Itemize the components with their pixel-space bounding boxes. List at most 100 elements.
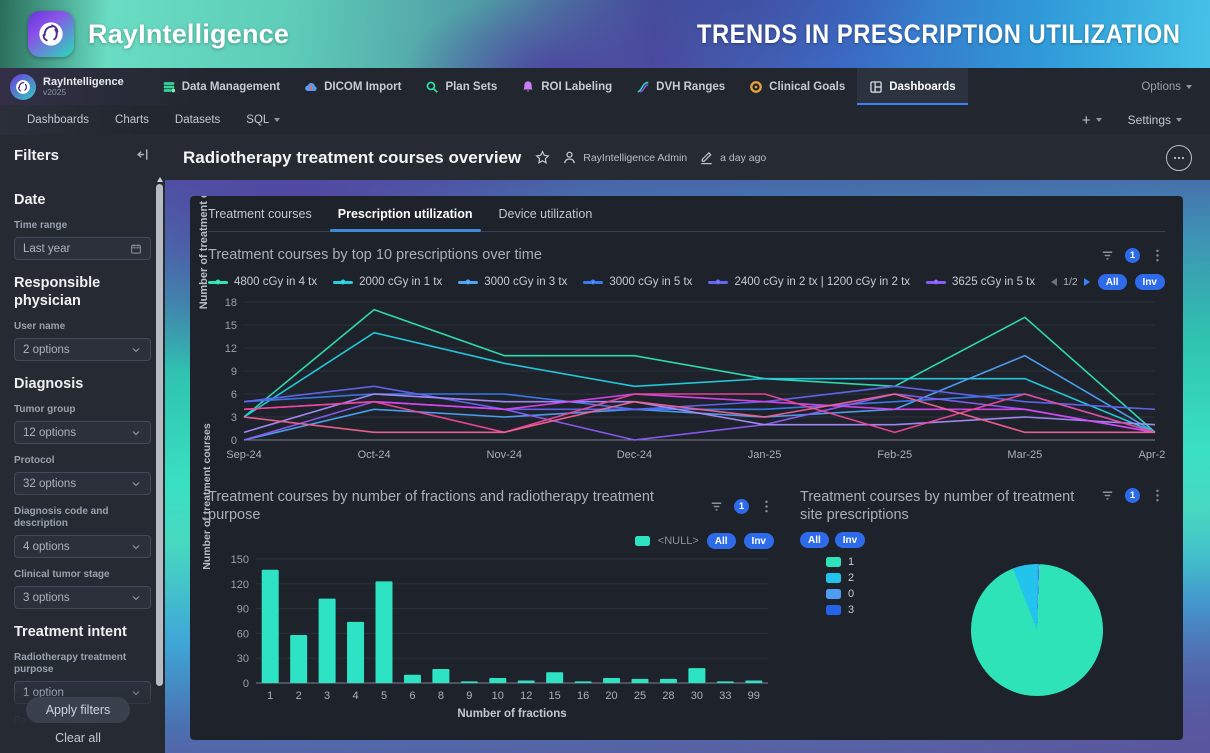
- filter-count-badge[interactable]: 1: [734, 498, 749, 514]
- filter-select-user-name[interactable]: 2 options: [14, 338, 151, 361]
- kebab-menu-icon[interactable]: [1150, 488, 1165, 503]
- legend-next-icon[interactable]: [1083, 278, 1090, 286]
- pie-legend-item[interactable]: 2: [826, 572, 865, 584]
- filter-select-clinical-tumor-stage[interactable]: 3 options: [14, 586, 151, 609]
- pie-legend-item[interactable]: 0: [826, 588, 865, 600]
- nav-item-data-management[interactable]: Data Management: [150, 68, 292, 105]
- pie-legend-chip: [826, 589, 841, 599]
- options-menu[interactable]: Options: [1123, 68, 1210, 105]
- content: Filters Date Time range Last year Responsib…: [0, 135, 1210, 753]
- filter-select-value: 4 options: [23, 540, 70, 553]
- filter-select-tumor-group[interactable]: 12 options: [14, 421, 151, 444]
- brain-logo-icon: [28, 11, 74, 57]
- owner-name: RayIntelligence Admin: [583, 151, 688, 164]
- nav-item-plan-sets[interactable]: Plan Sets: [413, 68, 509, 105]
- legend-item[interactable]: 3625 cGy in 5 tx: [926, 276, 1035, 288]
- scrollbar-up-arrow-icon[interactable]: [156, 177, 163, 182]
- page-title: Radiotherapy treatment courses overview: [183, 147, 522, 167]
- filter-icon[interactable]: [1100, 248, 1115, 263]
- apply-filters-button[interactable]: Apply filters: [25, 697, 131, 723]
- collapse-sidebar-icon[interactable]: [135, 147, 151, 163]
- filter-select-time-range[interactable]: Last year: [14, 237, 151, 260]
- pie-chart[interactable]: [971, 564, 1103, 696]
- nav-item-label: Clinical Goals: [769, 80, 846, 93]
- legend-item[interactable]: 3000 cGy in 5 tx: [583, 276, 692, 288]
- legend-item[interactable]: 2000 cGy in 1 tx: [333, 276, 442, 288]
- more-options-button[interactable]: [1166, 144, 1192, 171]
- legend-item[interactable]: 3000 cGy in 3 tx: [458, 276, 567, 288]
- pie-allinv: All Inv: [800, 532, 866, 548]
- subnav-item-datasets[interactable]: Datasets: [162, 114, 233, 126]
- legend-inv-button[interactable]: Inv: [834, 532, 866, 548]
- svg-text:Number of fractions: Number of fractions: [457, 708, 566, 720]
- filter-count-badge[interactable]: 1: [1125, 247, 1140, 263]
- tab-device-utilization[interactable]: Device utilization: [499, 196, 593, 231]
- filter-field-label: User name: [14, 321, 66, 332]
- kebab-menu-icon[interactable]: [759, 499, 774, 514]
- filter-select-diagnosis-code-and-description[interactable]: 4 options: [14, 535, 151, 558]
- top-nav: RayIntelligence v2025 Data Management DIC…: [0, 68, 1210, 105]
- nav-item-roi-labeling[interactable]: ROI Labeling: [509, 68, 624, 105]
- subnav-item-charts[interactable]: Charts: [102, 114, 162, 126]
- caret-down-icon: [274, 118, 281, 122]
- star-icon[interactable]: [535, 150, 550, 165]
- settings-label: Settings: [1127, 113, 1171, 127]
- svg-text:150: 150: [231, 554, 249, 566]
- legend-inv-button[interactable]: Inv: [743, 533, 774, 549]
- line-chart[interactable]: Number of treatment courses 0 3 6 9 12 15 18 Se…: [198, 196, 1165, 466]
- pie-legend-chip: [826, 557, 841, 567]
- subnav-item-dashboards[interactable]: Dashboards: [14, 114, 102, 126]
- svg-text:Feb-25: Feb-25: [877, 449, 912, 461]
- legend-item[interactable]: 4800 cGy in 4 tx: [208, 276, 317, 288]
- brain-logo-small-icon: [10, 73, 36, 100]
- filter-count-badge[interactable]: 1: [1125, 488, 1140, 503]
- nav-item-clinical-goals[interactable]: Clinical Goals: [737, 68, 857, 105]
- chevron-icon: [130, 478, 142, 490]
- legend-all-button[interactable]: All: [1097, 274, 1127, 290]
- chevron-icon: [130, 592, 142, 604]
- legend-all-button[interactable]: All: [706, 533, 736, 549]
- svg-text:1: 1: [267, 690, 273, 702]
- filter-icon[interactable]: [709, 499, 724, 514]
- pie-legend-label: 2: [848, 572, 855, 584]
- svg-text:Nov-24: Nov-24: [487, 449, 522, 461]
- tab-prescription-utilization[interactable]: Prescription utilization: [329, 196, 481, 232]
- nav-item-dicom-import[interactable]: DICOM Import: [292, 68, 413, 105]
- filter-field-label: Protocol: [14, 455, 55, 466]
- subnav-item-sql[interactable]: SQL: [233, 114, 293, 126]
- series-color-chip[interactable]: [634, 536, 650, 546]
- pie-legend-item[interactable]: 1: [826, 556, 865, 568]
- filter-icon[interactable]: [1100, 488, 1115, 503]
- nav-item-dvh-ranges[interactable]: DVH Ranges: [624, 68, 737, 105]
- pie-legend-label: 3: [848, 604, 855, 616]
- add-menu[interactable]: +: [1082, 112, 1102, 129]
- clear-all-button[interactable]: Clear all: [55, 731, 101, 745]
- filter-section-heading: Diagnosis: [14, 376, 84, 392]
- pie-legend-item[interactable]: 3: [826, 604, 865, 616]
- legend-all-button[interactable]: All: [800, 532, 829, 548]
- svg-text:12: 12: [225, 343, 237, 355]
- owner-info: RayIntelligence Admin: [562, 150, 687, 165]
- nav-item-dashboards[interactable]: Dashboards: [857, 68, 969, 105]
- bar-chart[interactable]: Number of treatment courses 0 30 60 90 120 15…: [201, 423, 774, 723]
- dashboard-background: Treatment courses Prescription utilizatio…: [165, 180, 1210, 753]
- legend-prev-icon[interactable]: [1051, 278, 1058, 286]
- target-icon: [749, 80, 763, 94]
- filter-select-protocol[interactable]: 32 options: [14, 472, 151, 495]
- svg-text:30: 30: [691, 690, 703, 702]
- settings-menu[interactable]: Settings: [1128, 113, 1182, 127]
- svg-text:16: 16: [577, 690, 589, 702]
- legend-inv-button[interactable]: Inv: [1134, 274, 1165, 290]
- sidebar-scrollbar[interactable]: [156, 177, 163, 747]
- nav-brand[interactable]: RayIntelligence v2025: [0, 68, 150, 105]
- svg-text:33: 33: [719, 690, 731, 702]
- filters-sidebar: Filters Date Time range Last year Responsib…: [0, 135, 165, 753]
- tab-treatment-courses[interactable]: Treatment courses: [208, 196, 312, 231]
- legend-item[interactable]: 2400 cGy in 2 tx | 1200 cGy in 2 tx: [708, 276, 910, 288]
- legend-page-indicator: 1/2: [1063, 276, 1078, 288]
- subnav-item-label: Charts: [115, 114, 149, 126]
- kebab-menu-icon[interactable]: [1150, 248, 1165, 263]
- scrollbar-thumb[interactable]: [156, 184, 163, 686]
- filter-field-label: Radiotherapy treatment purpose: [14, 652, 127, 675]
- edited-time: a day ago: [720, 151, 767, 164]
